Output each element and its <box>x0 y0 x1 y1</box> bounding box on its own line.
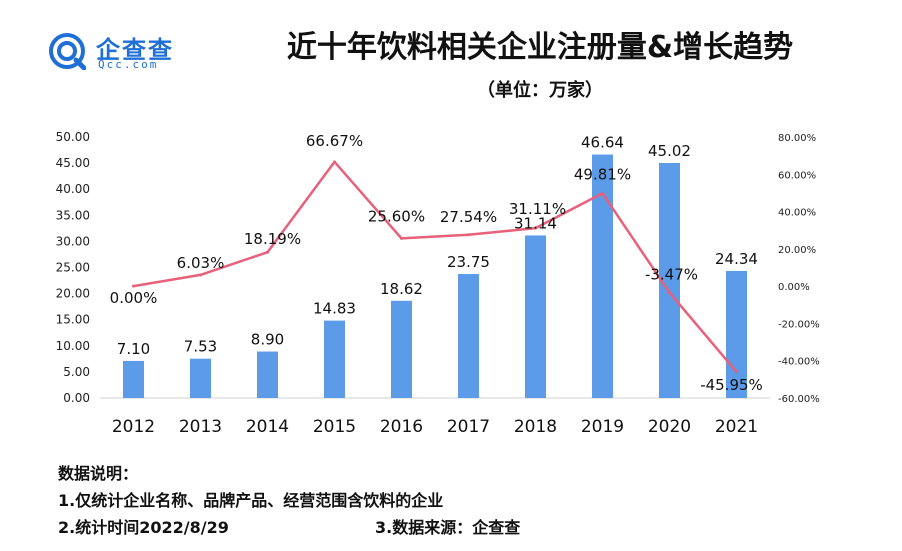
growth-point <box>400 236 403 240</box>
bar-data-label: 14.83 <box>313 300 356 318</box>
notes-heading: 数据说明： <box>58 464 139 483</box>
x-tick-label: 2020 <box>648 417 691 437</box>
chart-title: 近十年饮料相关企业注册量&增长趋势 <box>286 30 794 65</box>
bar <box>324 320 345 398</box>
qcc-logo-icon <box>49 33 86 70</box>
y2-tick-label: -40.00% <box>778 357 820 368</box>
y-tick-label: 10.00 <box>56 339 90 353</box>
x-tick-label: 2021 <box>715 417 758 437</box>
notes-line-1: 1.仅统计企业名称、品牌产品、经营范围含饮料的企业 <box>58 491 444 510</box>
bar-data-label: 31.14 <box>514 214 557 232</box>
y-tick-label: 40.00 <box>56 182 90 196</box>
qcc-logo: 企查查 Qcc.com <box>48 28 188 74</box>
growth-point <box>132 284 135 288</box>
y2-tick-label: -60.00% <box>778 394 820 405</box>
growth-point <box>534 226 537 230</box>
bar <box>525 235 546 398</box>
y2-tick-label: 20.00% <box>778 245 816 256</box>
y-tick-label: 0.00 <box>63 391 90 405</box>
x-tick-label: 2017 <box>447 417 490 437</box>
line-data-label: 18.19% <box>244 230 301 248</box>
y-tick-label: 5.00 <box>63 365 90 379</box>
growth-point <box>467 233 470 237</box>
line-data-label: 0.00% <box>110 289 158 307</box>
y-tick-label: 15.00 <box>56 313 90 327</box>
combo-chart: 0.00 5.00 10.00 15.00 20.00 25.00 30.00 35.00 40… <box>56 130 820 437</box>
bar-data-label: 7.10 <box>117 340 150 358</box>
y2-tick-label: 40.00% <box>778 208 816 219</box>
line-data-label: 66.67% <box>306 132 363 150</box>
line-data-label: -45.95% <box>700 376 763 394</box>
notes-line-2: 2.统计时间2022/8/29 <box>58 518 229 537</box>
bar-data-label: 7.53 <box>184 338 217 356</box>
bar <box>123 360 144 398</box>
growth-point <box>735 370 738 374</box>
growth-point <box>266 250 269 254</box>
bar-data-label: 45.02 <box>648 142 691 160</box>
y-tick-label: 25.00 <box>56 261 90 275</box>
bar-data-label: 46.64 <box>581 134 624 152</box>
chart-subtitle: （单位：万家） <box>477 80 603 101</box>
growth-point <box>601 191 604 195</box>
x-tick-label: 2014 <box>246 417 289 437</box>
y2-tick-label: 60.00% <box>778 170 816 181</box>
y-tick-label: 50.00 <box>56 130 90 144</box>
logo-text-en: Qcc.com <box>98 58 159 71</box>
y-tick-label: 30.00 <box>56 234 90 248</box>
bar-data-label: 23.75 <box>447 253 490 271</box>
line-data-label: 6.03% <box>177 254 225 272</box>
y-tick-label: 20.00 <box>56 287 90 301</box>
y2-tick-label: -20.00% <box>778 319 820 330</box>
bar <box>592 154 613 398</box>
x-tick-label: 2019 <box>581 417 624 437</box>
x-tick-label: 2016 <box>380 417 423 437</box>
bar <box>458 274 479 398</box>
growth-point <box>333 160 336 164</box>
bar <box>659 162 680 398</box>
growth-line <box>133 160 738 373</box>
bar-data-label: 18.62 <box>380 280 423 298</box>
bar-data-label: 24.34 <box>715 250 758 268</box>
line-data-label: 25.60% <box>368 207 425 225</box>
data-notes: 数据说明： 1.仅统计企业名称、品牌产品、经营范围含饮料的企业 2.统计时间20… <box>58 460 443 541</box>
logo-text-cn: 企查查 <box>96 36 174 64</box>
bar <box>257 351 278 398</box>
bar <box>391 300 412 398</box>
y2-tick-label: 80.00% <box>778 133 816 144</box>
line-data-label: -3.47% <box>645 266 698 284</box>
x-tick-label: 2012 <box>112 417 155 437</box>
x-tick-label: 2015 <box>313 417 356 437</box>
line-data-label: 31.11% <box>509 200 566 218</box>
y-tick-label: 45.00 <box>56 156 90 170</box>
line-data-label: 49.81% <box>574 165 631 183</box>
growth-point <box>668 291 671 295</box>
notes-line-3: 3.数据来源：企查查 <box>375 518 521 537</box>
x-tick-label: 2018 <box>514 417 557 437</box>
y2-tick-label: 0.00% <box>778 282 810 293</box>
x-tick-label: 2013 <box>179 417 222 437</box>
y-tick-label: 35.00 <box>56 208 90 222</box>
bar-data-label: 8.90 <box>251 331 284 349</box>
growth-point <box>199 273 202 277</box>
line-data-label: 27.54% <box>440 208 497 226</box>
bar <box>190 358 211 398</box>
